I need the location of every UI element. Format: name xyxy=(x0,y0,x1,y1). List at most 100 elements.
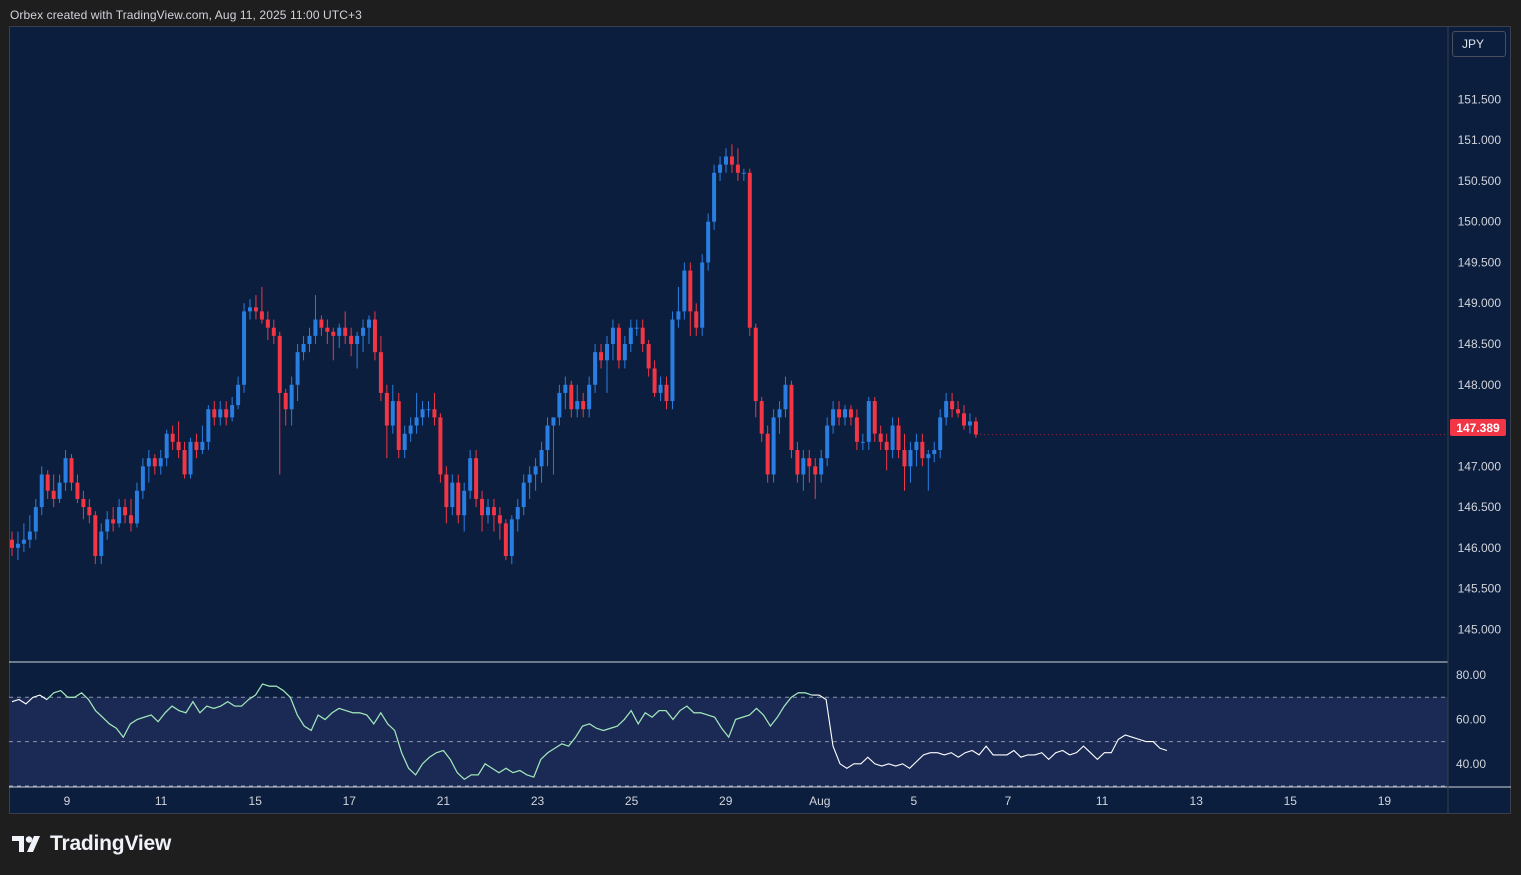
candle-body xyxy=(450,482,455,508)
time-tick-label: 11 xyxy=(155,794,168,808)
candle-body xyxy=(289,384,294,410)
candle-body xyxy=(361,327,366,336)
rsi-overbought-segment xyxy=(46,683,813,780)
candle-body xyxy=(313,319,318,336)
candle-body xyxy=(283,392,288,410)
candle-body xyxy=(158,458,163,467)
candle-body xyxy=(57,482,62,499)
candle-body xyxy=(878,433,883,442)
candle-body xyxy=(581,401,586,410)
candle-body xyxy=(700,262,705,328)
price-tick-label: 145.000 xyxy=(1458,622,1502,636)
candle-body xyxy=(533,466,538,475)
candle-body xyxy=(724,156,728,165)
candle-body xyxy=(307,335,312,344)
candle-body xyxy=(259,311,264,320)
candle-body xyxy=(134,490,139,524)
time-tick-label: 15 xyxy=(249,794,263,808)
candle-body xyxy=(69,458,74,483)
candle-body xyxy=(248,307,252,312)
candle-body xyxy=(295,352,300,385)
candle-body xyxy=(843,409,847,418)
candle-body xyxy=(646,344,651,369)
candle-body xyxy=(497,515,502,524)
candle-body xyxy=(152,458,157,467)
candle-body xyxy=(926,454,931,459)
candle-body xyxy=(236,384,241,406)
candle-body xyxy=(825,425,830,459)
candle-body xyxy=(63,458,68,483)
candle-body xyxy=(509,519,514,556)
candle-body xyxy=(99,531,104,556)
candle-body xyxy=(33,507,38,532)
candle-body xyxy=(224,409,229,418)
candle-body xyxy=(15,543,20,548)
candle-body xyxy=(355,335,360,344)
candle-body xyxy=(230,405,235,418)
candle-body xyxy=(807,458,812,467)
candle-body xyxy=(771,417,776,475)
candle-body xyxy=(176,441,181,450)
candle-body xyxy=(271,327,276,336)
candle-body xyxy=(610,327,615,344)
candle-body xyxy=(920,441,925,459)
candle-body xyxy=(664,384,669,402)
candle-body xyxy=(854,417,859,442)
tradingview-brand[interactable]: TradingView xyxy=(12,832,171,856)
candle-body xyxy=(384,392,389,426)
symbol-badge[interactable]: JPY xyxy=(1452,31,1506,57)
candle-body xyxy=(956,409,961,414)
candle-body xyxy=(551,417,556,426)
candle-body xyxy=(194,441,199,450)
candle-body xyxy=(759,401,764,434)
candle-body xyxy=(21,539,26,544)
candle-body xyxy=(87,507,92,516)
candle-body xyxy=(670,319,675,402)
rsi-band-layer xyxy=(9,697,1448,786)
candle-body xyxy=(837,409,842,418)
candle-body xyxy=(967,421,972,426)
candle-body xyxy=(378,352,383,393)
candle-body xyxy=(462,490,467,516)
candle-body xyxy=(456,482,461,516)
time-tick-label: 17 xyxy=(343,794,357,808)
candle-body xyxy=(367,319,371,328)
chart-canvas[interactable]: 151.500 151.000 150.500 150.000 149.500 149.0… xyxy=(9,26,1511,814)
candle-body xyxy=(860,441,865,443)
candle-body xyxy=(676,311,681,320)
candle-body xyxy=(438,417,443,475)
candle-body xyxy=(729,156,734,165)
price-tick-label: 146.000 xyxy=(1458,541,1502,555)
candle-body xyxy=(801,458,806,475)
candle-body xyxy=(325,327,330,332)
candle-body xyxy=(129,515,133,524)
price-tick-label: 145.500 xyxy=(1458,582,1502,596)
candle-body xyxy=(872,401,877,434)
rsi-tick-label: 40.00 xyxy=(1456,757,1486,771)
candle-body xyxy=(652,368,657,393)
candle-body xyxy=(111,519,116,524)
candle-body xyxy=(777,409,782,418)
candle-body xyxy=(93,515,98,556)
time-tick-label: 5 xyxy=(911,794,918,808)
rsi-band xyxy=(9,697,1448,786)
candle-body xyxy=(587,384,592,410)
candle-body xyxy=(712,172,717,222)
candle-body xyxy=(218,409,223,418)
candle-body xyxy=(480,498,485,516)
chart-attribution: Orbex created with TradingView.com, Aug … xyxy=(10,8,362,22)
brand-name: TradingView xyxy=(50,832,172,855)
candle-body xyxy=(444,474,449,508)
candle-body xyxy=(390,401,395,426)
candle-body xyxy=(735,164,740,173)
candle-body xyxy=(164,433,169,459)
candle-body xyxy=(593,352,598,385)
candle-body xyxy=(682,270,687,312)
rsi-tick-label: 60.00 xyxy=(1456,712,1486,726)
candle-body xyxy=(188,441,193,475)
grid-layer xyxy=(9,26,1511,814)
time-tick-label: 25 xyxy=(625,794,639,808)
candle-body xyxy=(765,433,770,475)
candle-body xyxy=(117,507,122,524)
candle-body xyxy=(819,458,824,475)
